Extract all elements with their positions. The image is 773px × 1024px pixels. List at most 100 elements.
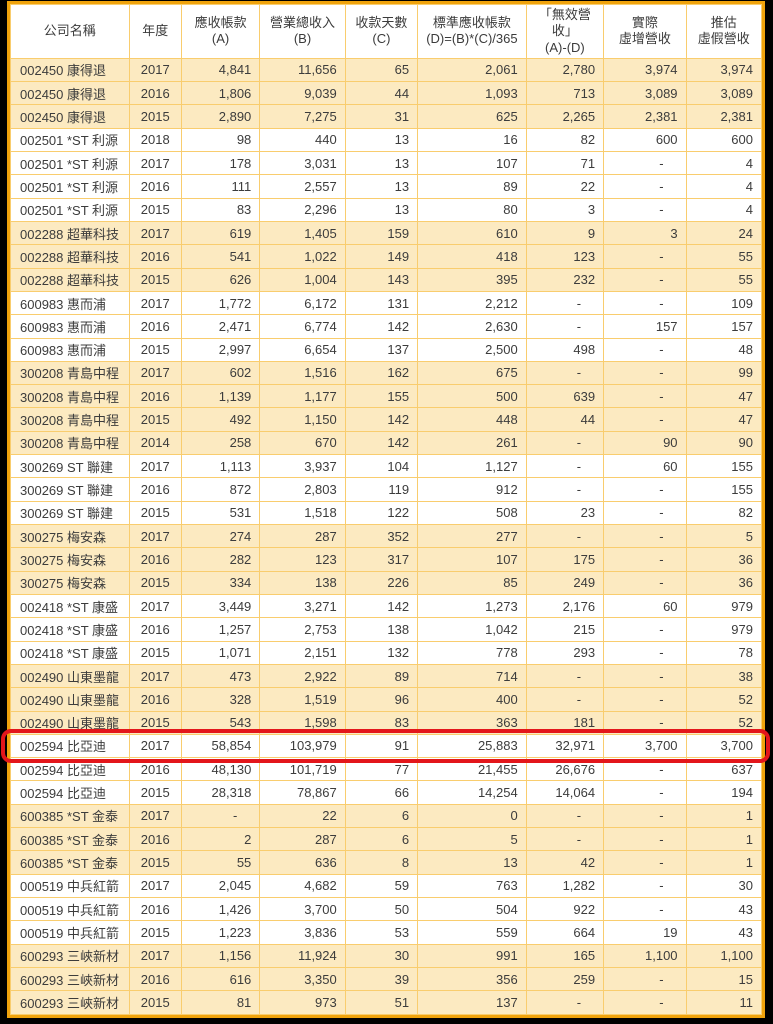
cell-value: 47 bbox=[685, 384, 763, 409]
cell-company: 002418 *ST 康盛 bbox=[10, 640, 130, 665]
cell-value: 4,682 bbox=[259, 873, 346, 899]
table-row: 002288 超華科技 2017 619 1,405 159 610 9 3 24 bbox=[10, 220, 763, 246]
cell-year: 2016 bbox=[128, 477, 182, 502]
cell-value: - bbox=[525, 523, 605, 549]
cell-value: 13 bbox=[344, 197, 419, 222]
cell-company: 002501 *ST 利源 bbox=[10, 174, 130, 199]
cell-value: 3 bbox=[603, 220, 687, 246]
table-row: 300269 ST 聯建 2015 531 1,518 122 508 23-82 bbox=[10, 500, 763, 526]
cell-value: 1 bbox=[685, 827, 763, 852]
cell-value: 26,676 bbox=[525, 757, 605, 782]
cell-value: 440 bbox=[259, 127, 346, 153]
cell-value: 123 bbox=[259, 547, 346, 572]
cell-value: 400 bbox=[417, 687, 527, 712]
cell-company: 002418 *ST 康盛 bbox=[10, 593, 130, 619]
cell-value: 293 bbox=[525, 640, 605, 665]
table-frame: 公司名稱 年度 應收帳款 (A) 營業總收入 (B) 收款天數 (C) 標準應收帳款 (D… bbox=[7, 1, 765, 1018]
cell-value: 1,806 bbox=[180, 81, 261, 106]
cell-value: 71 bbox=[525, 150, 605, 176]
cell-year: 2017 bbox=[128, 57, 182, 83]
column-header-5: 標準應收帳款 (D)=(B)*(C)/365 bbox=[417, 4, 527, 59]
cell-value: - bbox=[603, 780, 687, 805]
cell-value: 2,265 bbox=[525, 104, 605, 129]
cell-value: 5 bbox=[417, 827, 527, 852]
cell-value: 13 bbox=[344, 150, 419, 176]
cell-value: 143 bbox=[344, 267, 419, 292]
cell-value: 38 bbox=[685, 663, 763, 689]
cell-company: 002418 *ST 康盛 bbox=[10, 617, 130, 642]
cell-value: 1,113 bbox=[180, 454, 261, 479]
cell-company: 000519 中兵紅箭 bbox=[10, 920, 130, 945]
cell-value: 2,500 bbox=[417, 337, 527, 362]
cell-company: 000519 中兵紅箭 bbox=[10, 873, 130, 899]
table-row: 600385 *ST 金泰 2016 2 287 6 5- -1 bbox=[10, 827, 763, 852]
cell-value: - bbox=[603, 710, 687, 735]
cell-value: 1,139 bbox=[180, 384, 261, 409]
cell-value: - bbox=[525, 477, 605, 502]
cell-company: 002490 山東墨龍 bbox=[10, 663, 130, 689]
cell-value: 101,719 bbox=[259, 757, 346, 782]
cell-value: - bbox=[603, 803, 687, 829]
cell-value: 1,772 bbox=[180, 290, 261, 316]
table-row: 300275 梅安森 2016 282 123 317 107 175-36 bbox=[10, 547, 763, 572]
table-row: 300275 梅安森 2017 274 287 352 277- -5 bbox=[10, 523, 763, 549]
cell-value: - bbox=[603, 990, 687, 1015]
cell-company: 002501 *ST 利源 bbox=[10, 127, 130, 153]
cell-company: 300269 ST 聯建 bbox=[10, 500, 130, 526]
cell-value: 287 bbox=[259, 523, 346, 549]
cell-value: 13 bbox=[344, 127, 419, 153]
cell-value: 77 bbox=[344, 757, 419, 782]
cell-year: 2015 bbox=[128, 920, 182, 945]
cell-value: 14,064 bbox=[525, 780, 605, 805]
cell-value: 600 bbox=[603, 127, 687, 153]
cell-value: 159 bbox=[344, 220, 419, 246]
cell-value: 132 bbox=[344, 640, 419, 665]
cell-value: 2,381 bbox=[685, 104, 763, 129]
column-header-1: 年度 bbox=[128, 4, 182, 59]
table-row: 300269 ST 聯建 2017 1,113 3,937 104 1,127-60 155 bbox=[10, 454, 763, 479]
cell-value: 1,273 bbox=[417, 593, 527, 619]
cell-value: 2,803 bbox=[259, 477, 346, 502]
cell-value: 670 bbox=[259, 430, 346, 456]
cell-value: 2,997 bbox=[180, 337, 261, 362]
cell-value: 473 bbox=[180, 663, 261, 689]
cell-value: 922 bbox=[525, 896, 605, 922]
cell-value: 9 bbox=[525, 220, 605, 246]
cell-value: 1,426 bbox=[180, 896, 261, 922]
cell-value: 181 bbox=[525, 710, 605, 735]
cell-value: 155 bbox=[685, 454, 763, 479]
cell-value: 11,924 bbox=[259, 943, 346, 968]
table-row: 002418 *ST 康盛 2016 1,257 2,753 138 1,042 215-9… bbox=[10, 617, 763, 642]
table-row: 600983 惠而浦 2017 1,772 6,172 131 2,212- -109 bbox=[10, 290, 763, 316]
cell-value: 2,890 bbox=[180, 104, 261, 129]
table-row: 002594 比亞迪 2016 48,130 101,719 77 21,455 26,67… bbox=[10, 757, 763, 782]
cell-value: - bbox=[603, 477, 687, 502]
cell-value: 3,271 bbox=[259, 593, 346, 619]
cell-value: 21,455 bbox=[417, 757, 527, 782]
cell-value: 98 bbox=[180, 127, 261, 153]
cell-year: 2015 bbox=[128, 570, 182, 595]
receivables-table: 公司名稱 年度 應收帳款 (A) 營業總收入 (B) 收款天數 (C) 標準應收帳款 (D… bbox=[10, 4, 763, 1015]
table-body: 002450 康得退 2017 4,841 11,656 65 2,061 2,780 3,9… bbox=[10, 57, 763, 1015]
cell-value: 500 bbox=[417, 384, 527, 409]
table-row: 300275 梅安森 2015 334 138 226 85 249-36 bbox=[10, 570, 763, 595]
table-row: 002490 山東墨龍 2017 473 2,922 89 714- -38 bbox=[10, 663, 763, 689]
cell-value: 16 bbox=[417, 127, 527, 153]
table-row: 002450 康得退 2016 1,806 9,039 44 1,093 713 3,089 3… bbox=[10, 81, 763, 106]
cell-value: 90 bbox=[603, 430, 687, 456]
table-row: 002450 康得退 2015 2,890 7,275 31 625 2,265 2,381 2… bbox=[10, 104, 763, 129]
cell-value: 44 bbox=[344, 81, 419, 106]
cell-value: 714 bbox=[417, 663, 527, 689]
cell-value: 600 bbox=[685, 127, 763, 153]
cell-value: 11 bbox=[685, 990, 763, 1015]
cell-year: 2017 bbox=[128, 220, 182, 246]
cell-value: 83 bbox=[344, 710, 419, 735]
cell-value: 137 bbox=[417, 990, 527, 1015]
table-row: 600983 惠而浦 2015 2,997 6,654 137 2,500 498-48 bbox=[10, 337, 763, 362]
cell-value: 3 bbox=[525, 197, 605, 222]
cell-value: 261 bbox=[417, 430, 527, 456]
cell-value: 1 bbox=[685, 850, 763, 875]
cell-value: 1,223 bbox=[180, 920, 261, 945]
cell-value: 872 bbox=[180, 477, 261, 502]
cell-value: 713 bbox=[525, 81, 605, 106]
